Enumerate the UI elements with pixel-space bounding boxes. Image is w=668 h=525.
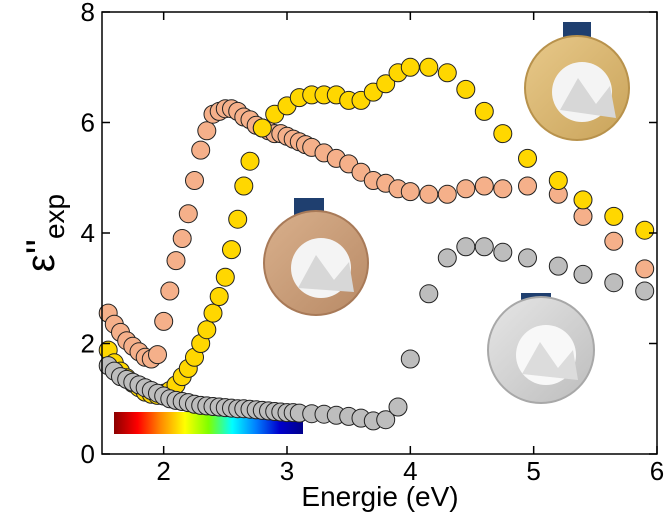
y-tick-label: 6 [81, 108, 95, 138]
data-point [197, 121, 217, 141]
data-point [635, 281, 655, 301]
data-point [635, 259, 655, 279]
data-point [388, 397, 408, 417]
series-1 [98, 57, 655, 405]
x-tick-label: 5 [526, 456, 540, 486]
data-point [573, 264, 593, 284]
data-point [240, 151, 260, 171]
data-point [474, 176, 494, 196]
y-axis-label: ε''exp [19, 194, 70, 272]
data-point [493, 242, 513, 262]
data-point [400, 57, 420, 77]
data-point [166, 251, 186, 271]
gold-medal-image [524, 22, 630, 141]
data-point [493, 124, 513, 144]
data-point [456, 79, 476, 99]
y-tick-label: 8 [81, 0, 95, 27]
data-point [154, 311, 174, 331]
data-point [400, 182, 420, 202]
data-point [228, 209, 248, 229]
data-point [474, 101, 494, 121]
data-point [419, 57, 439, 77]
data-point [604, 206, 624, 226]
data-point [456, 237, 476, 257]
data-point [172, 229, 192, 248]
data-point [635, 220, 655, 240]
data-point [573, 206, 593, 226]
data-point [518, 176, 537, 196]
data-point [437, 63, 457, 83]
y-tick-label: 0 [81, 439, 95, 469]
data-point [185, 171, 204, 190]
data-point [474, 237, 494, 257]
data-point [493, 179, 513, 199]
y-axis-label-symbol: ε'' [19, 239, 63, 272]
x-axis-label: Energie (eV) [301, 481, 458, 512]
data-point [456, 179, 476, 199]
series-2 [98, 237, 655, 431]
data-point [518, 248, 537, 268]
data-point [203, 303, 223, 323]
y-tick-label: 4 [81, 218, 95, 248]
bronze-medal-image [263, 198, 369, 316]
data-point [573, 190, 593, 210]
data-point [197, 320, 217, 340]
y-axis-label-subscript: exp [39, 194, 70, 239]
data-point [419, 184, 439, 204]
x-tick-label: 2 [156, 456, 170, 486]
data-point [252, 118, 272, 138]
data-point [160, 281, 180, 301]
data-point [604, 273, 624, 293]
data-point [548, 171, 568, 190]
data-point [209, 287, 229, 306]
data-point [191, 140, 211, 160]
data-point [518, 148, 537, 168]
data-point [604, 231, 624, 251]
data-point [234, 176, 254, 196]
data-point [376, 410, 396, 430]
x-tick-label: 3 [280, 456, 294, 486]
data-point [437, 184, 457, 204]
x-tick-label: 4 [403, 456, 417, 486]
x-tick-label: 6 [650, 456, 664, 486]
y-tick-label: 2 [81, 329, 95, 359]
data-point [222, 240, 241, 260]
data-point [215, 267, 235, 287]
data-point [419, 284, 439, 304]
data-point [400, 349, 420, 369]
data-point [376, 74, 396, 94]
silver-medal-image [487, 293, 595, 404]
data-point [548, 256, 568, 276]
data-point [437, 248, 457, 268]
data-point [178, 204, 198, 224]
data-point [148, 345, 167, 365]
